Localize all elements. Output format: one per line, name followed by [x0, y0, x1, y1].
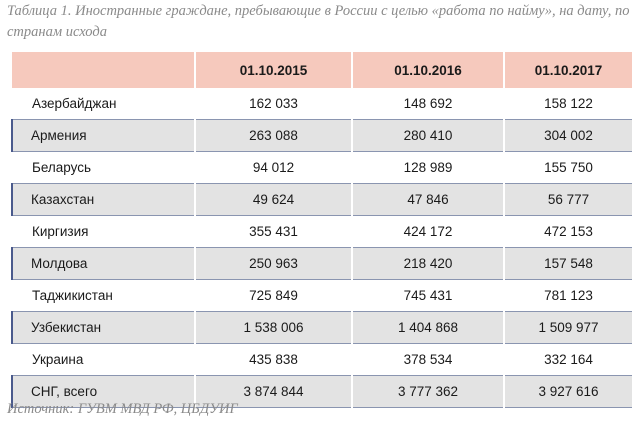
- header-2015: 01.10.2015: [194, 52, 352, 88]
- total-value-2017: 3 927 616: [503, 375, 632, 408]
- row-value-2015: 162 033: [194, 88, 352, 120]
- row-value-2017: 781 123: [503, 279, 632, 312]
- row-value-2017: 157 548: [503, 247, 632, 280]
- total-label: СНГ, всего: [11, 375, 195, 408]
- row-value-2016: 218 420: [351, 247, 504, 280]
- row-value-2017: 304 002: [503, 119, 632, 152]
- table-total-row: СНГ, всего 3 874 844 3 777 362 3 927 616: [11, 375, 632, 408]
- row-value-2015: 435 838: [194, 343, 352, 376]
- row-value-2015: 263 088: [194, 119, 352, 152]
- row-value-2017: 472 153: [503, 215, 632, 248]
- row-value-2017: 1 509 977: [503, 311, 632, 344]
- table-row: Таджикистан 725 849 745 431 781 123: [12, 279, 632, 312]
- row-country: Узбекистан: [11, 311, 195, 344]
- row-value-2016: 1 404 868: [351, 311, 504, 344]
- table-caption: Таблица 1. Иностранные граждане, пребыва…: [7, 3, 630, 40]
- table-row: Беларусь 94 012 128 989 155 750: [12, 151, 632, 184]
- row-value-2015: 49 624: [194, 183, 352, 216]
- total-value-2016: 3 777 362: [351, 375, 504, 408]
- row-value-2016: 280 410: [351, 119, 504, 152]
- table-row: Армения 263 088 280 410 304 002: [11, 119, 632, 152]
- row-value-2015: 250 963: [194, 247, 352, 280]
- row-value-2016: 148 692: [351, 88, 504, 120]
- row-value-2016: 47 846: [351, 183, 504, 216]
- row-value-2015: 1 538 006: [194, 311, 352, 344]
- row-country: Таджикистан: [12, 279, 195, 312]
- table-row: Казахстан 49 624 47 846 56 777: [11, 183, 632, 216]
- row-value-2017: 332 164: [503, 343, 632, 376]
- row-value-2016: 745 431: [351, 279, 504, 312]
- row-value-2017: 158 122: [503, 88, 632, 120]
- row-country: Азербайджан: [12, 88, 195, 120]
- table-row: Молдова 250 963 218 420 157 548: [11, 247, 632, 280]
- row-country: Армения: [11, 119, 195, 152]
- header-2017: 01.10.2017: [503, 52, 632, 88]
- row-country: Молдова: [11, 247, 195, 280]
- header-2016: 01.10.2016: [351, 52, 504, 88]
- row-value-2017: 56 777: [503, 183, 632, 216]
- table-row: Азербайджан 162 033 148 692 158 122: [12, 88, 632, 120]
- total-value-2015: 3 874 844: [194, 375, 352, 408]
- row-value-2017: 155 750: [503, 151, 632, 184]
- table-row: Узбекистан 1 538 006 1 404 868 1 509 977: [11, 311, 632, 344]
- migrants-table: 01.10.2015 01.10.2016 01.10.2017 Азербай…: [11, 52, 632, 408]
- row-value-2016: 424 172: [351, 215, 504, 248]
- table-header-row: 01.10.2015 01.10.2016 01.10.2017: [12, 52, 632, 88]
- row-country: Казахстан: [11, 183, 195, 216]
- row-value-2016: 128 989: [351, 151, 504, 184]
- table-row: Украина 435 838 378 534 332 164: [12, 343, 632, 376]
- header-country: [12, 52, 195, 88]
- row-value-2015: 355 431: [194, 215, 352, 248]
- row-value-2016: 378 534: [351, 343, 504, 376]
- row-value-2015: 725 849: [194, 279, 352, 312]
- row-country: Украина: [12, 343, 195, 376]
- table-row: Киргизия 355 431 424 172 472 153: [12, 215, 632, 248]
- row-country: Беларусь: [12, 151, 195, 184]
- row-value-2015: 94 012: [194, 151, 352, 184]
- source-note: Источник: ГУВМ МВД РФ, ЦБДУИГ: [7, 401, 238, 417]
- row-country: Киргизия: [12, 215, 195, 248]
